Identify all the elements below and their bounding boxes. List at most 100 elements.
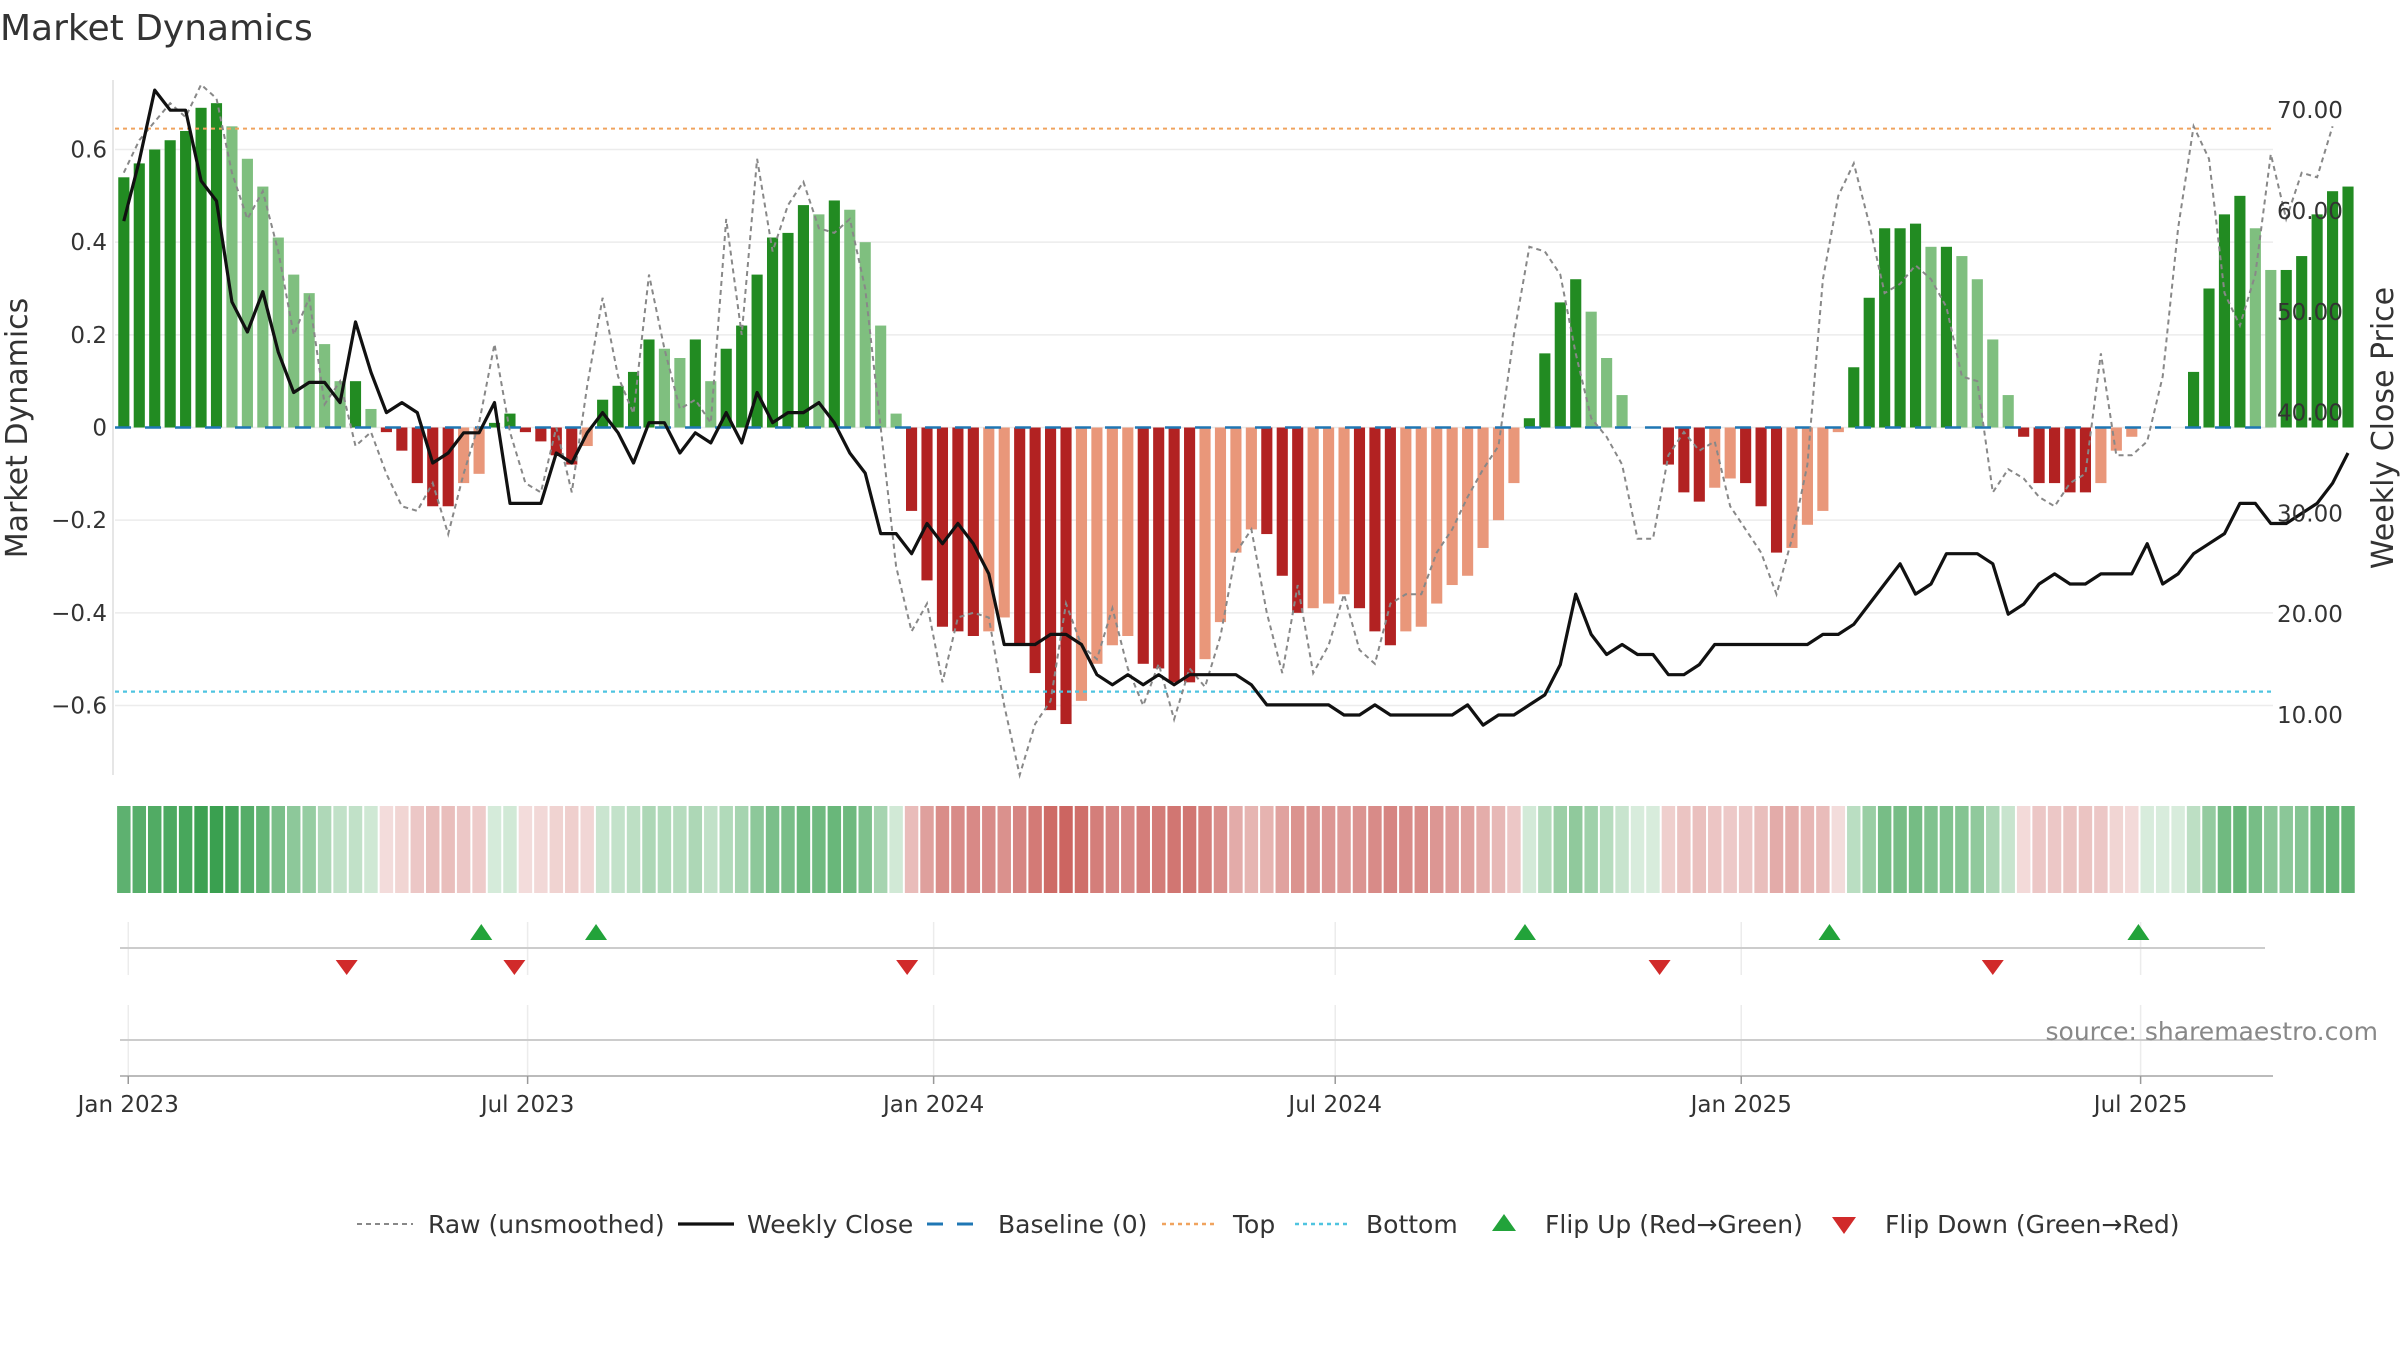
bar-28 [550,427,562,456]
y-tick-label-right: 70.00 [2277,98,2343,124]
bar-104 [1724,427,1736,479]
band-cell-144 [2341,806,2355,893]
band-cell-11 [287,806,301,893]
band-cell-0 [117,806,131,893]
bar-72 [1230,427,1242,553]
bar-128 [2095,427,2107,484]
bar-110 [1817,427,1829,511]
bar-106 [1755,427,1767,507]
bar-102 [1693,427,1705,502]
band-cell-41 [750,806,764,893]
bar-43 [782,232,794,428]
band-cell-2 [147,806,162,893]
bar-33 [627,371,640,428]
bar-18 [396,427,408,451]
band-cell-3 [163,806,177,893]
legend-item-2: Baseline (0) [927,1210,1147,1239]
band-cell-126 [2063,806,2077,893]
bar-26 [519,427,531,433]
band-cell-143 [2325,806,2340,893]
y-tick-label-left: −0.4 [51,601,107,627]
bar-25 [504,413,516,428]
bar-45 [813,214,825,428]
band-cell-58 [1012,806,1027,893]
band-cell-130 [2125,806,2139,893]
bar-76 [1292,427,1304,613]
bar-15 [349,381,362,428]
band-cell-129 [2109,806,2124,893]
band-cell-91 [1522,806,1537,893]
bar-96 [1601,358,1613,428]
flip-down-marker-3 [1648,960,1671,975]
bar-80 [1353,427,1366,609]
band-cell-86 [1445,806,1459,893]
y-tick-label-right: 10.00 [2277,703,2343,729]
band-cell-52 [920,806,934,893]
band-cell-15 [348,806,363,893]
band-cell-19 [410,806,425,893]
band-cell-64 [1105,806,1120,893]
bar-2 [149,149,161,428]
x-tick-label: Jul 2025 [2092,1092,2188,1118]
band-cell-51 [904,806,919,893]
band-cell-81 [1368,806,1382,893]
bar-1 [133,163,145,428]
band-cell-10 [271,806,286,893]
band-cell-136 [2217,806,2232,893]
bar-140 [2280,269,2292,428]
bar-67 [1153,427,1165,669]
x-tick-label: Jan 2024 [881,1092,984,1118]
band-cell-61 [1059,806,1073,893]
bar-62 [1075,427,1088,701]
bar-82 [1384,427,1396,646]
band-cell-90 [1507,806,1521,893]
bar-19 [411,427,423,484]
band-cell-124 [2032,806,2046,893]
legend-swatch [1492,1214,1516,1231]
band-cell-36 [673,806,687,893]
bar-32 [612,385,624,428]
y-tick-label-left: −0.2 [51,508,107,534]
bar-14 [334,381,346,428]
bar-112 [1848,367,1860,428]
band-cell-34 [642,806,656,893]
bar-57 [998,427,1010,618]
band-cell-43 [781,806,795,893]
raw-unsmoothed-line [122,82,2334,779]
bar-86 [1446,427,1458,586]
bar-50 [890,413,902,428]
band-cell-37 [688,806,703,893]
bar-89 [1492,427,1505,521]
bar-17 [380,427,392,433]
empty-timeline-panel [120,1005,2273,1077]
band-cell-54 [951,806,965,893]
bar-61 [1060,427,1072,725]
band-cell-101 [1677,806,1691,893]
bar-56 [983,427,995,632]
band-cell-127 [2078,806,2093,893]
weekly-close-line [122,88,2350,727]
band-cell-60 [1043,806,1058,893]
bar-49 [875,325,887,428]
bar-53 [936,427,949,627]
band-cell-114 [1877,806,1892,893]
legend-swatch [1832,1217,1856,1234]
bar-100 [1662,427,1674,465]
bar-59 [1029,427,1041,674]
flip-up-marker-4 [2127,924,2150,940]
band-cell-139 [2264,806,2278,893]
band-cell-71 [1213,806,1228,893]
band-cell-57 [997,806,1011,893]
bar-119 [1956,256,1968,428]
band-cell-21 [441,806,455,893]
bar-68 [1168,427,1180,683]
bar-63 [1091,427,1103,664]
bar-95 [1585,311,1597,428]
band-cell-82 [1383,806,1398,893]
band-cell-92 [1538,806,1552,893]
band-cell-112 [1847,806,1861,893]
y-tick-label-right: 50.00 [2277,300,2343,326]
band-cell-141 [2294,806,2309,893]
bar-129 [2110,427,2122,451]
bar-69 [1184,427,1196,683]
